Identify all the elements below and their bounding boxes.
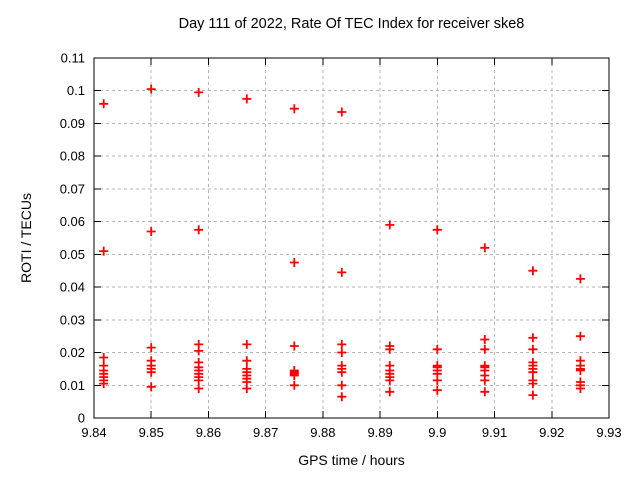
y-tick-label: 0.04 (60, 280, 85, 295)
x-tick-label: 9.88 (310, 425, 335, 440)
y-tick-label: 0.01 (60, 378, 85, 393)
x-tick-label: 9.9 (428, 425, 446, 440)
data-point-markers (99, 84, 585, 402)
x-tick-label: 9.91 (482, 425, 507, 440)
x-tick-label: 9.84 (81, 425, 106, 440)
x-tick-label: 9.87 (253, 425, 278, 440)
y-tick-label: 0.09 (60, 116, 85, 131)
y-tick-label: 0.07 (60, 181, 85, 196)
y-tick-label: 0.08 (60, 149, 85, 164)
y-tick-label: 0.1 (67, 83, 85, 98)
chart-title: Day 111 of 2022, Rate Of TEC Index for r… (178, 16, 525, 32)
y-tick-label: 0.02 (60, 345, 85, 360)
y-tick-label: 0.11 (61, 51, 85, 66)
x-axis-label: GPS time / hours (298, 452, 405, 468)
plot-border (93, 57, 610, 419)
y-tick-label: 0.03 (60, 312, 85, 327)
x-tick-label: 9.93 (596, 425, 621, 440)
x-tick-label: 9.92 (539, 425, 564, 440)
x-tick-label: 9.86 (196, 425, 221, 440)
x-tick-label: 9.89 (367, 425, 392, 440)
y-tick-label: 0 (78, 411, 85, 426)
y-tick-label: 0.06 (60, 214, 85, 229)
y-tick-label: 0.05 (60, 247, 85, 262)
x-tick-label: 9.85 (139, 425, 164, 440)
